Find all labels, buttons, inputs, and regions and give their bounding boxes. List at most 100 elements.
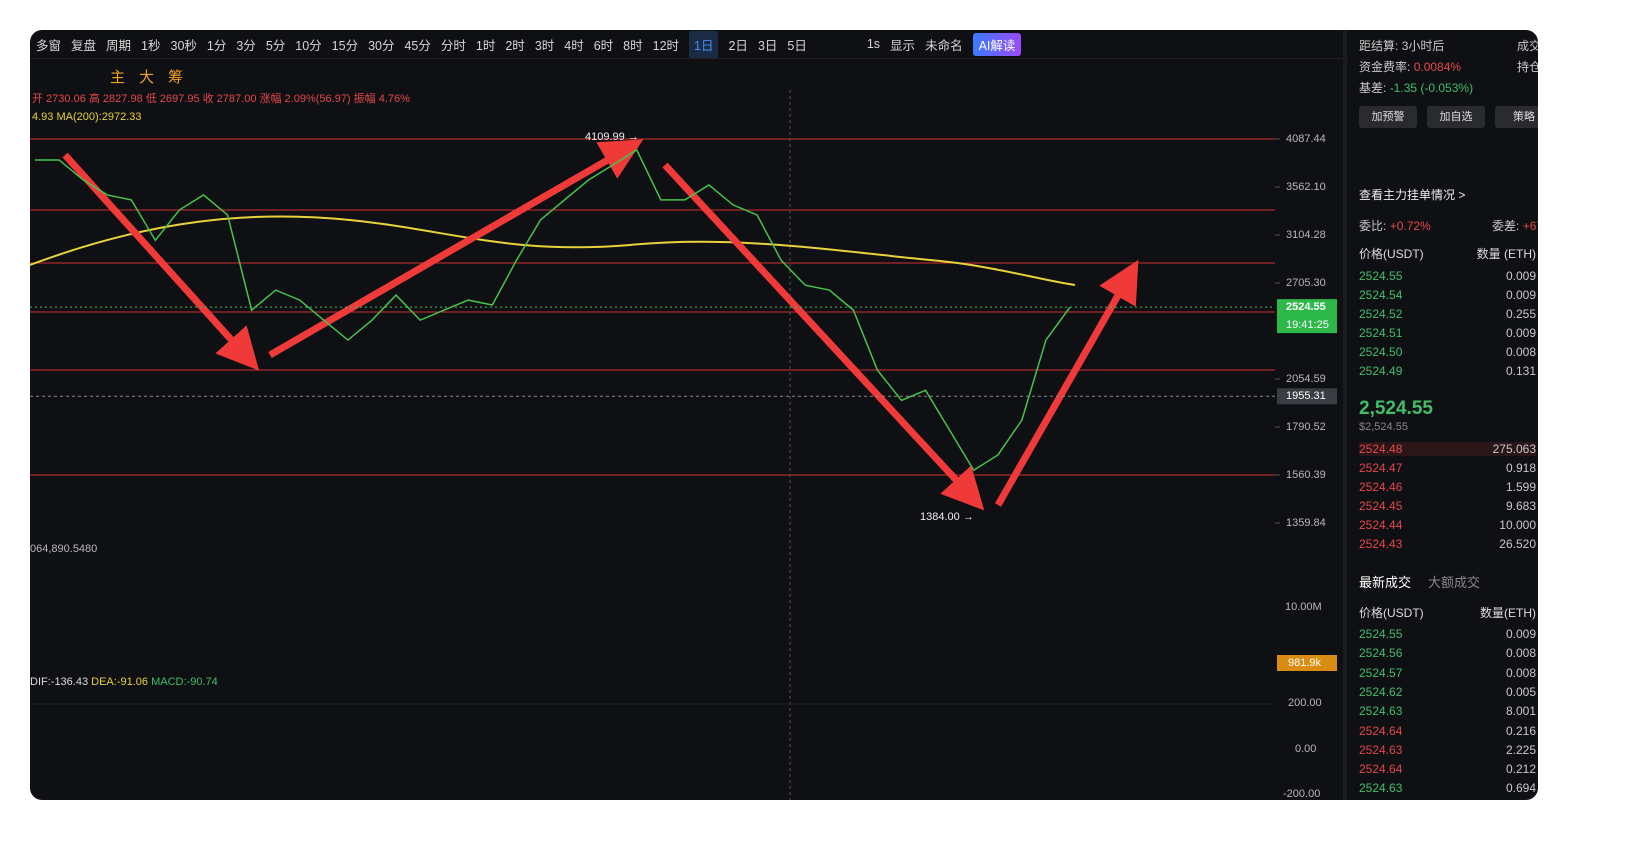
book-row: 2524.47 0.918 — [1359, 461, 1536, 475]
toolbar-item[interactable]: 周期 — [106, 38, 132, 53]
price: 2524.52 — [1359, 307, 1403, 321]
toolbar-item[interactable]: 未命名 — [925, 38, 963, 53]
book-row: 2524.46 1.599 — [1359, 480, 1536, 494]
macd: MACD:-90.74 — [151, 676, 218, 688]
arrows — [62, 139, 1139, 511]
toolbar-item[interactable]: 多窗 — [36, 38, 62, 53]
qty: 0.255 — [1505, 307, 1536, 321]
label: 基差: — [1359, 81, 1387, 95]
button[interactable]: 加预警 — [1359, 106, 1417, 128]
interval[interactable]: 5分 — [265, 38, 286, 53]
interval[interactable]: 30分 — [368, 38, 395, 53]
indicator[interactable]: 大 — [139, 68, 155, 86]
indicator[interactable]: 筹 — [168, 68, 184, 86]
interval[interactable]: 4时 — [564, 38, 584, 53]
value: +0.72% — [1389, 219, 1431, 233]
book-row: 2524.49 0.131 — [1359, 364, 1536, 378]
toolbar-item[interactable]: 1s — [866, 37, 881, 51]
interval[interactable]: 15分 — [331, 38, 359, 53]
qty: 0.216 — [1505, 723, 1536, 738]
toolbar-item[interactable]: 显示 — [890, 38, 916, 53]
book-row: 2524.50 0.008 — [1359, 345, 1536, 359]
price: 2524.47 — [1359, 461, 1403, 475]
label: 委差: — [1492, 219, 1520, 233]
price: 2524.64 — [1359, 762, 1403, 777]
price: 2524.48 — [1359, 442, 1403, 456]
interval[interactable]: 3分 — [236, 38, 256, 53]
button[interactable]: 加自选 — [1427, 106, 1485, 128]
toolbar: 多窗 复盘 周期 1秒 30秒 1分 3分 5分 10分 15分 30分 45分 分时 1时 2时 3时 4时 6… — [30, 30, 1348, 59]
price-tick-label: 1790.52 — [1286, 421, 1326, 433]
sidebar: 距结算: 3小时后 成交 资金费率: 0.0084% 持仓 基差: -1.35 … — [1343, 30, 1538, 800]
chart: 4087.44 3562.10 3104.28 2705.30 2054.59 1790.… — [30, 90, 1337, 800]
price: 2524.62 — [1359, 684, 1403, 699]
qty: 0.009 — [1505, 269, 1536, 283]
link[interactable]: 查看主力挂单情况 > — [1359, 188, 1466, 202]
interval[interactable]: 45分 — [404, 38, 431, 53]
macd-tick: 0.00 — [1295, 743, 1316, 755]
interval[interactable]: 6时 — [593, 38, 614, 53]
cursor-label: 1955.31 — [1286, 390, 1326, 402]
book-row: 2524.56 0.008 — [1359, 646, 1536, 660]
interval[interactable]: 2时 — [505, 38, 525, 53]
price-tick-label: 1359.84 — [1286, 517, 1326, 529]
diff: 委差: +67 — [1492, 217, 1538, 234]
qty: 1.599 — [1505, 480, 1536, 494]
price-tick-label: 1560.39 — [1286, 469, 1326, 481]
last-price-label: 2524.55 — [1286, 301, 1326, 313]
price: 2524.44 — [1359, 518, 1403, 532]
price: 2524.54 — [1359, 288, 1403, 302]
tab[interactable]: 大额成交 — [1428, 575, 1481, 590]
book-row: 2524.55 0.009 — [1359, 269, 1536, 283]
interval[interactable]: 1时 — [475, 38, 496, 53]
book-row: 2524.48 275.063 — [1359, 442, 1536, 456]
button[interactable]: 策略 — [1495, 106, 1538, 128]
qty: 9.683 — [1505, 499, 1536, 513]
interval[interactable]: 3日 — [757, 38, 778, 53]
label: 委比: — [1359, 219, 1387, 233]
label: 资金费率: — [1359, 60, 1411, 74]
book-row: 2524.64 0.216 — [1359, 724, 1536, 738]
book-row: 2524.63 2.225 — [1359, 743, 1536, 757]
interval[interactable]: 10分 — [295, 38, 322, 53]
interval[interactable]: 3时 — [534, 38, 555, 53]
price-tick-label: 2054.59 — [1286, 373, 1326, 385]
qty: 0.212 — [1505, 762, 1536, 777]
book-row: 2524.43 26.520 — [1359, 537, 1536, 551]
qty: 26.520 — [1499, 537, 1536, 551]
price: 2524.55 — [1359, 627, 1403, 641]
price: 2524.43 — [1359, 537, 1403, 551]
tab[interactable]: 最新成交 — [1359, 575, 1412, 590]
interval[interactable]: 1分 — [206, 38, 227, 53]
interval[interactable]: 1日 — [689, 30, 719, 58]
qty: 275.063 — [1492, 442, 1536, 456]
last-price-tag — [1277, 299, 1337, 334]
interval[interactable]: 1秒 — [141, 38, 161, 53]
qty: 0.918 — [1505, 461, 1536, 475]
toolbar-item[interactable]: 复盘 — [71, 38, 97, 53]
ma-line — [30, 215, 1076, 286]
price: 2524.63 — [1359, 742, 1403, 757]
value: 0.0084% — [1413, 60, 1462, 74]
price-tick-label: 4087.44 — [1286, 133, 1326, 145]
price: 2524.45 — [1359, 499, 1403, 513]
qty: 0.131 — [1505, 364, 1536, 378]
interval[interactable]: 8时 — [623, 38, 643, 53]
cursor-tag — [1277, 388, 1337, 405]
header: 数量(ETH) — [1480, 606, 1536, 620]
toolbar-item[interactable]: AI解读 — [972, 32, 1022, 56]
interval[interactable]: 分时 — [440, 38, 466, 53]
qty: 2.225 — [1505, 742, 1536, 757]
settle: 距结算: 3小时后 — [1359, 37, 1444, 54]
interval[interactable]: 12时 — [652, 38, 680, 53]
interval[interactable]: 30秒 — [170, 38, 197, 53]
book-row: 2524.54 0.009 — [1359, 288, 1536, 302]
book-row: 2524.52 0.255 — [1359, 307, 1536, 321]
qty: 10.000 — [1499, 518, 1536, 532]
interval[interactable]: 2日 — [728, 38, 748, 53]
indicator[interactable]: 主 — [110, 68, 126, 86]
price: 2524.57 — [1359, 665, 1403, 680]
price-tick-label: 3562.10 — [1286, 181, 1326, 193]
interval[interactable]: 5日 — [787, 38, 807, 53]
